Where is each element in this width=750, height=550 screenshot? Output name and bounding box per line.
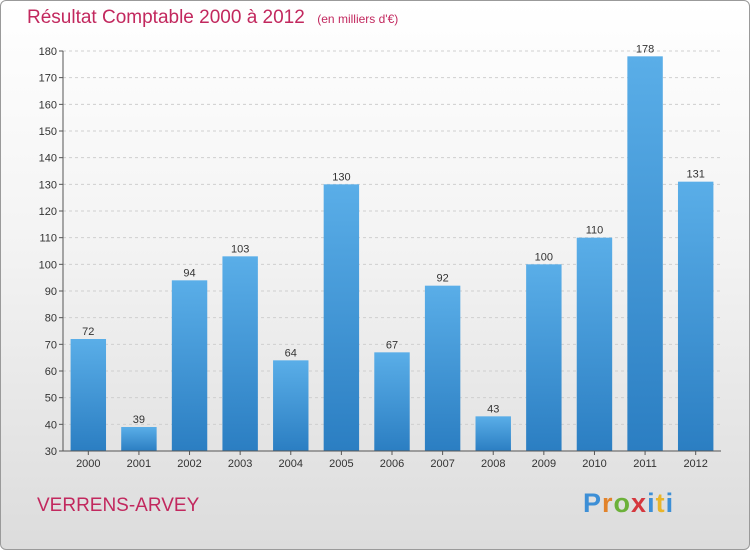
chart-labels: 30 40 50 60 70 80 90 100 110 120 130 140 150 160 170 18…	[39, 43, 708, 470]
x-tick-label-2009: 2009	[532, 458, 556, 470]
y-tick-label: 100	[39, 259, 57, 271]
value-label-2000: 72	[82, 326, 94, 338]
y-tick-label: 150	[39, 126, 57, 138]
value-label-2009: 100	[535, 251, 553, 263]
y-tick-label: 120	[39, 206, 57, 218]
value-label-2001: 39	[133, 414, 145, 426]
y-tick-label: 180	[39, 46, 57, 58]
bar-2007	[424, 285, 461, 451]
chart-title-main: Résultat Comptable 2000 à 2012	[27, 7, 305, 28]
value-label-2010: 110	[586, 225, 604, 237]
value-label-2012: 131	[687, 169, 705, 181]
y-tick-label: 130	[39, 179, 57, 191]
commune-name: VERRENS-ARVEY	[37, 495, 200, 516]
bar-2010	[576, 237, 613, 451]
chart-title: Résultat Comptable 2000 à 2012 (en milli…	[27, 7, 398, 29]
y-tick-label: 110	[39, 233, 57, 245]
y-tick-label: 50	[45, 393, 57, 405]
value-label-2003: 103	[231, 243, 249, 255]
x-tick-label-2007: 2007	[430, 458, 454, 470]
x-tick-label-2011: 2011	[633, 458, 657, 470]
y-tick-label: 70	[45, 339, 57, 351]
bar-2006	[374, 352, 410, 451]
y-tick-label: 90	[45, 286, 57, 298]
x-tick-label-2000: 2000	[76, 458, 100, 470]
value-label-2002: 94	[183, 267, 195, 279]
chart-axes	[59, 50, 721, 455]
x-tick-label-2010: 2010	[582, 458, 606, 470]
y-tick-label: 140	[39, 153, 57, 165]
x-tick-label-2012: 2012	[683, 458, 707, 470]
bar-2003	[222, 256, 258, 451]
value-label-2007: 92	[436, 273, 448, 285]
y-tick-label: 60	[45, 366, 57, 378]
value-label-2006: 67	[386, 339, 398, 351]
bar-2002	[171, 280, 208, 451]
value-label-2005: 130	[332, 171, 350, 183]
bar-2008	[475, 416, 511, 451]
y-tick-label: 80	[45, 313, 57, 325]
y-tick-label: 40	[45, 419, 57, 431]
bar-2001	[121, 427, 157, 451]
value-label-2004: 64	[285, 347, 297, 359]
x-tick-label-2003: 2003	[228, 458, 252, 470]
bar-2012	[677, 181, 714, 451]
bar-2004	[273, 360, 309, 451]
x-tick-label-2004: 2004	[279, 458, 303, 470]
value-label-2011: 178	[636, 43, 654, 55]
x-tick-label-2002: 2002	[177, 458, 201, 470]
chart-title-unit: (en milliers d'€)	[317, 12, 399, 26]
y-tick-label: 170	[39, 73, 57, 85]
y-tick-label: 30	[45, 446, 57, 458]
proxiti-logo: Proxiti	[583, 488, 675, 518]
chart-bars	[70, 56, 714, 452]
y-tick-label: 160	[39, 99, 57, 111]
x-tick-label-2008: 2008	[481, 458, 505, 470]
bar-2011	[627, 56, 663, 451]
bar-2005	[323, 184, 360, 452]
x-tick-label-2005: 2005	[329, 458, 353, 470]
x-tick-label-2001: 2001	[127, 458, 151, 470]
bar-2009	[526, 264, 562, 451]
x-tick-label-2006: 2006	[380, 458, 404, 470]
bar-2000	[70, 339, 107, 451]
value-label-2008: 43	[487, 403, 499, 415]
